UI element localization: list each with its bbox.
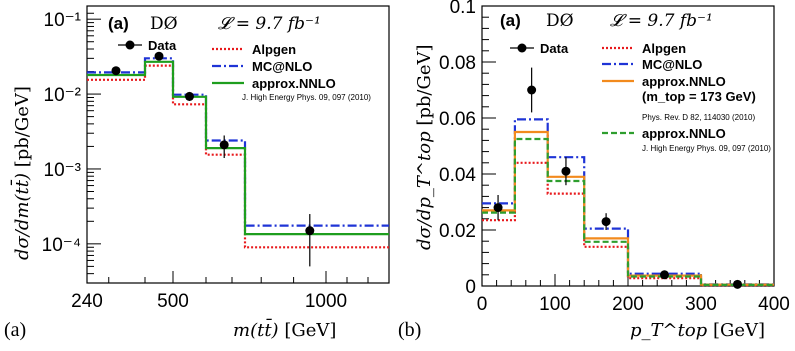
legend-label-1: MC@NLO <box>252 59 312 74</box>
series-line-2 <box>87 60 389 236</box>
y-tick-label: 0.06 <box>439 109 476 130</box>
panel-b-header-tag: (a) <box>500 11 521 30</box>
y-tick-label: 0.08 <box>439 53 476 74</box>
data-point <box>154 51 164 61</box>
data-point <box>219 140 229 150</box>
panel-tag-a: (a) <box>4 319 26 341</box>
panel-a-header-luminosity: 𝓛 = 9.7 fb⁻¹ <box>218 14 321 34</box>
data-point <box>493 203 503 213</box>
legend-label-2: approx.NNLO <box>642 74 726 89</box>
x-tick-label: 240 <box>71 291 103 312</box>
x-tick-label: 300 <box>685 294 717 315</box>
data-point <box>561 166 571 176</box>
legend-label-0: Alpgen <box>252 42 296 57</box>
legend-sublabel-2: (m_top = 173 GeV) <box>642 89 756 104</box>
panel-b-chart: 0 0.02 0.04 0.06 0.08 0.1 0 100 200 300 400 (a) D… <box>414 0 790 341</box>
x-tick-label: 0 <box>477 294 488 315</box>
legend-label-2: approx.NNLO <box>252 76 336 91</box>
panel-a-xlabel: m(tt̄) [GeV] <box>233 317 336 341</box>
y-tick-label: 10⁻¹ <box>44 10 82 31</box>
legend-label-0: Alpgen <box>642 41 686 56</box>
data-point <box>527 85 537 95</box>
series-line-3 <box>482 137 774 286</box>
legend-data-marker <box>517 43 527 53</box>
legend-data-marker <box>125 40 135 50</box>
panel-b-xlabel: p_T^top [GeV] <box>630 320 765 341</box>
y-tick-label: 10⁻² <box>44 85 82 106</box>
data-point <box>733 279 742 289</box>
legend-reference-note: Phys. Rev. D 82, 114030 (2010) <box>642 113 755 122</box>
x-tick-label: 200 <box>612 294 644 315</box>
data-point <box>185 91 194 101</box>
y-tick-label: 0.02 <box>439 221 476 242</box>
y-tick-label: 0.04 <box>439 165 476 186</box>
panel-tag-b: (b) <box>398 319 421 341</box>
y-tick-label: 0.1 <box>450 0 476 18</box>
panel-a-header-experiment: DØ <box>150 14 178 34</box>
legend-data-label: Data <box>148 38 177 53</box>
x-tick-label: 100 <box>539 294 571 315</box>
data-point <box>660 270 669 280</box>
y-tick-label: 0 <box>465 277 476 298</box>
legend-reference-note: J. High Energy Phys. 09, 097 (2010) <box>642 144 771 153</box>
legend-data-label: Data <box>540 41 569 56</box>
legend-label-3: approx.NNLO <box>642 126 726 141</box>
x-tick-label: 1000 <box>305 291 347 312</box>
data-point <box>111 66 121 76</box>
data-point <box>305 226 315 236</box>
panel-a-header-tag: (a) <box>108 14 129 33</box>
panel-a-chart: 10⁻⁴ 10⁻³ 10⁻² 10⁻¹ 240 500 1000 (a) DØ 𝓛 = 9… <box>9 5 390 341</box>
legend-label-1: MC@NLO <box>642 57 702 72</box>
panel-b-header-luminosity: 𝓛 = 9.7 fb⁻¹ <box>610 11 713 31</box>
panel-b-header-experiment: DØ <box>546 11 574 31</box>
y-tick-label: 10⁻⁴ <box>42 235 81 256</box>
panel-a-frame <box>86 5 390 284</box>
x-tick-label: 500 <box>157 291 189 312</box>
x-tick-label: 400 <box>758 294 790 315</box>
y-tick-label: 10⁻³ <box>44 160 82 181</box>
legend-reference-note: J. High Energy Phys. 09, 097 (2010) <box>242 93 371 102</box>
data-point <box>601 217 611 227</box>
panel-a-ylabel: dσ/dm(tt̄) [pb/GeV] <box>9 86 33 260</box>
panel-b-ylabel: dσ/dp_T^top [pb/GeV] <box>414 44 435 250</box>
